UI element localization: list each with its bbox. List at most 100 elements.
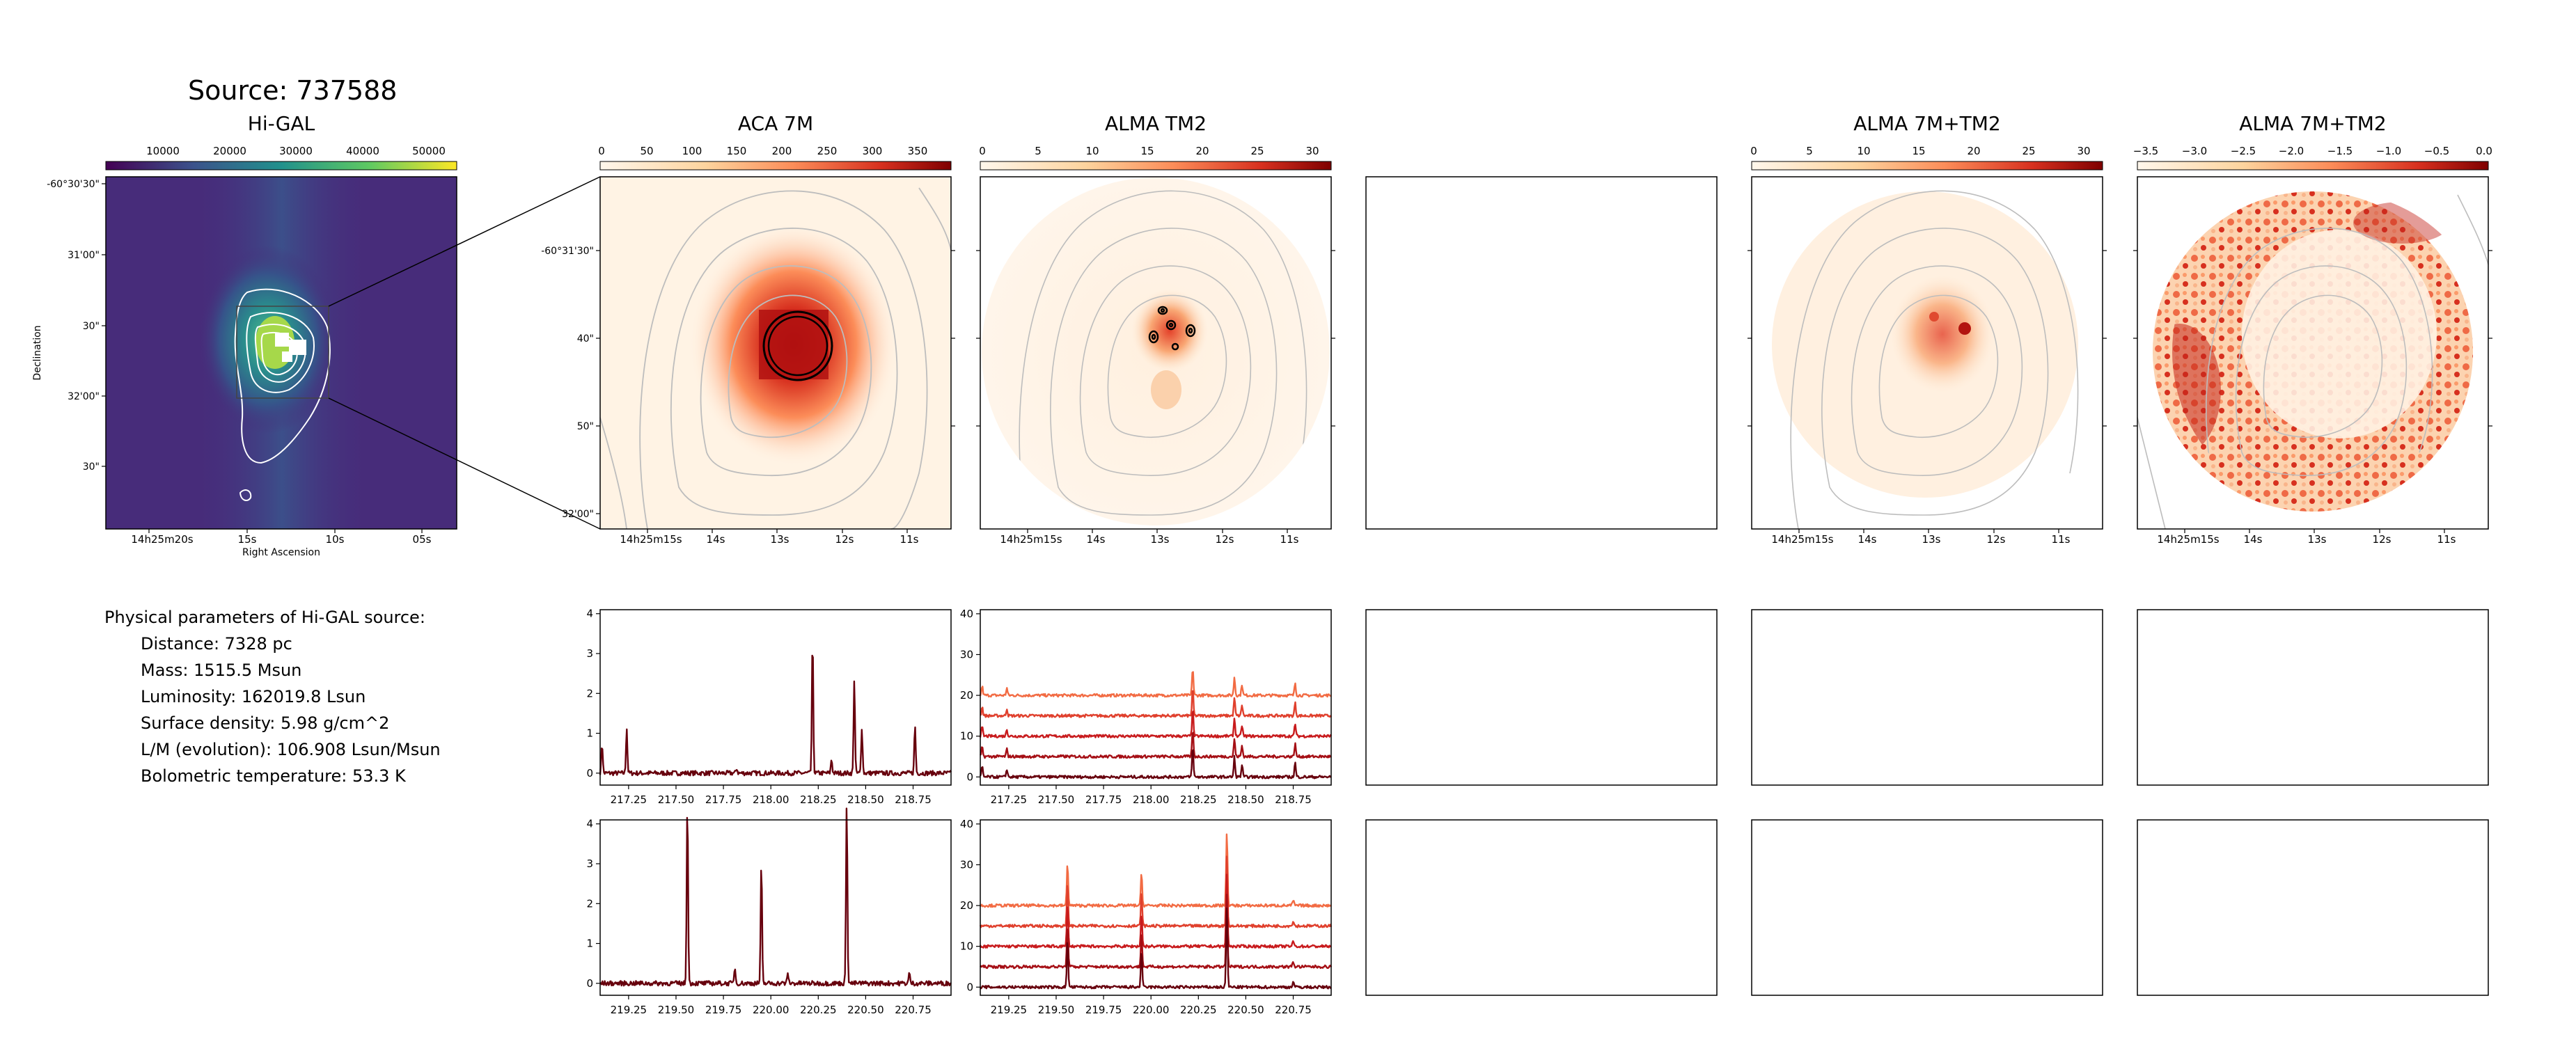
aca-cbar-tick: 100 [682, 145, 702, 157]
spectrum-xtick-label: 217.75 [705, 793, 742, 806]
tm2-colorbar [980, 161, 1332, 171]
combo-log-cbar-tick: −2.0 [2279, 145, 2304, 157]
spectrum-series-line [599, 807, 952, 987]
spectrum-ytick-label: 20 [960, 689, 973, 702]
zoom-connectors [328, 176, 601, 530]
higal-title: Hi-GAL [248, 112, 315, 135]
tm2-cbar-tick: 25 [1250, 145, 1264, 157]
combo-cbar-tick: 0 [1750, 145, 1757, 157]
tm2-contours [1019, 190, 1307, 525]
spectrum-xtick-label: 218.50 [1227, 793, 1264, 806]
tm2-xtick: 12s [1216, 533, 1234, 546]
aca-beam-inner [767, 315, 828, 377]
higal-cbar-tick: 50000 [412, 145, 446, 157]
combo-frame [1751, 176, 2103, 530]
combo-xtick: 13s [1922, 533, 1941, 546]
spectrum-xtick-label: 220.00 [753, 1004, 790, 1016]
tm2-spectrum-2: 219.25 219.50 219.75 220.00 220.25 220.50 220.… [960, 818, 1333, 1016]
combo-log-contours [2206, 228, 2433, 488]
spectrum-xtick-label: 219.25 [611, 1004, 647, 1016]
spectrum-xtick-label: 219.75 [1085, 1004, 1122, 1016]
combo-log-colorbar [2137, 161, 2489, 171]
aca-colorbar [599, 161, 952, 171]
spectrum-xtick-label: 218.75 [1275, 793, 1312, 806]
higal-colorbar-ticks: 10000 20000 30000 40000 50000 [146, 145, 446, 157]
spectrum-ytick-label: 0 [586, 767, 593, 780]
spectrum-ytick-label: 10 [960, 940, 973, 953]
higal-tick-marks [102, 183, 423, 533]
param-luminosity: Luminosity: 162019.8 Lsun [141, 687, 366, 706]
tm2-cbar-tick: 20 [1195, 145, 1209, 157]
combo-emission [1890, 275, 1995, 393]
combo-cbar-tick: 15 [1912, 145, 1925, 157]
aca-cbar-tick: 350 [908, 145, 928, 157]
spectrum-ytick-label: 10 [960, 730, 973, 743]
aca-xtick: 11s [900, 533, 919, 546]
tm2-cbar-tick: 30 [1305, 145, 1319, 157]
higal-cbar-tick: 40000 [346, 145, 379, 157]
higal-panel: Hi-GAL 10000 20000 30000 40000 50000 [32, 112, 457, 558]
combo-log-cbar-tick: −1.5 [2327, 145, 2353, 157]
combo-log-cbar-tick: −1.0 [2376, 145, 2401, 157]
combo-xtick: 14s [1858, 533, 1877, 546]
spectrum-ytick-label: 2 [586, 897, 593, 910]
spectrum-series-line [979, 907, 1332, 990]
combo-log-xtick: 14h25m15s [2157, 533, 2219, 546]
physical-parameters: Physical parameters of Hi-GAL source: Di… [104, 604, 441, 789]
combo-title: ALMA 7M+TM2 [1853, 112, 2000, 135]
spectrum-xtick-label: 218.00 [753, 793, 790, 806]
combo-peak [1958, 322, 1971, 335]
combo-log-cbar-tick: −2.5 [2231, 145, 2256, 157]
combo-log-xtick: 13s [2308, 533, 2327, 546]
spectrum-ytick-label: 30 [960, 648, 973, 661]
combo-cbar-tick: 30 [2077, 145, 2090, 157]
spectrum-xtick-label: 220.75 [895, 1004, 932, 1016]
spectrum-frame [980, 609, 1332, 786]
spectrum-ytick-label: 1 [586, 938, 593, 950]
spectrum-xtick-label: 217.25 [611, 793, 647, 806]
combo-xtick: 14h25m15s [1771, 533, 1833, 546]
spectrum-ytick-label: 4 [586, 818, 593, 830]
higal-contours [234, 288, 331, 502]
spectrum-xtick-label: 220.50 [847, 1004, 884, 1016]
tm2-emission-faint [1151, 370, 1181, 409]
spectrum-xtick-label: 217.50 [1038, 793, 1075, 806]
spectrum-xtick-label: 220.00 [1133, 1004, 1170, 1016]
spectrum-xtick-label: 218.50 [847, 793, 884, 806]
spectra-group: 217.25 217.50 217.75 218.00 218.25 218.50 218.… [586, 608, 1333, 1016]
spectrum-ytick-label: 3 [586, 647, 593, 660]
aca-title: ACA 7M [738, 112, 813, 135]
tm2-xtick: 14s [1087, 533, 1106, 546]
tm2-xtick: 14h25m15s [1000, 533, 1062, 546]
empty-spectrum-panel [1365, 609, 1718, 786]
tm2-emission [1131, 289, 1208, 372]
empty-spectrum-panel [1751, 609, 2103, 786]
spectrum-ytick-label: 0 [966, 770, 973, 783]
spectrum-xtick-label: 220.50 [1227, 1004, 1264, 1016]
param-lm-evolution: L/M (evolution): 106.908 Lsun/Msun [141, 740, 441, 759]
higal-colorbar [105, 161, 457, 171]
combo-log-cbar-tick: 0.0 [2476, 145, 2492, 157]
spectrum-ytick-label: 30 [960, 858, 973, 871]
tm2-title: ALMA TM2 [1105, 112, 1207, 135]
spectrum-xtick-label: 220.25 [1180, 1004, 1217, 1016]
combo-log-cbar-tick: −0.5 [2424, 145, 2449, 157]
spectrum-xtick-label: 220.25 [800, 1004, 837, 1016]
aca-frame [599, 176, 952, 530]
spectrum-ytick-label: 2 [586, 687, 593, 699]
spectrum-ytick-label: 3 [586, 857, 593, 870]
combo-log-xtick: 11s [2437, 533, 2456, 546]
spectrum-series-line [979, 855, 1333, 928]
spectrum-xtick-label: 218.25 [800, 793, 837, 806]
aca-cbar-tick: 50 [640, 145, 653, 157]
combo-cbar-tick: 5 [1806, 145, 1813, 157]
spectrum-ytick-label: 20 [960, 899, 973, 912]
combo-log-edge-west [2172, 324, 2221, 456]
spectrum-xtick-label: 217.75 [1085, 793, 1122, 806]
higal-ytick: 30" [83, 461, 100, 473]
tm2-xtick: 11s [1280, 533, 1299, 546]
aca-xtick: 12s [835, 533, 854, 546]
combo-panel: ALMA 7M+TM2 0 5 10 15 20 25 30 [1748, 112, 2107, 546]
param-distance: Distance: 7328 pc [141, 634, 292, 654]
aca-ytick: 40" [577, 333, 594, 345]
